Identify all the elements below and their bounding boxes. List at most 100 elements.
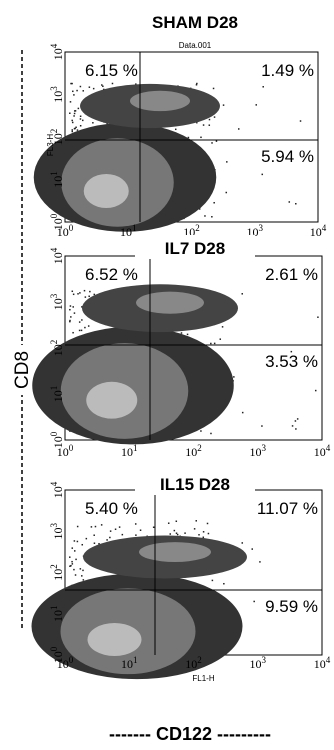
tick-base: 10 [51,252,65,264]
tick-exponent: 2 [197,655,202,665]
event-dot [69,101,72,103]
y-tick-label: 102 [49,129,65,146]
tick-exponent: 0 [69,223,74,233]
tick-exponent: 1 [133,443,138,453]
quadrant-value: 6.52 % [85,265,138,284]
event-dot [73,568,75,571]
event-dot [134,523,137,525]
x-tick-label: 104 [314,655,331,671]
tick-exponent: 4 [326,655,331,665]
density-inner [87,623,142,656]
event-dot [79,292,81,294]
event-dot [83,289,86,292]
quadrant-value: 1.49 % [261,61,314,80]
event-dot [211,142,213,144]
title-bg [135,471,255,495]
event-dot [225,191,228,194]
panel-title: IL7 D28 [165,239,225,258]
event-dot [89,290,91,293]
event-dot [79,568,82,570]
event-dot [81,319,83,321]
event-dot [211,216,213,218]
tick-base: 10 [51,486,65,498]
y-tick-label: 103 [49,523,65,540]
panel-title: SHAM D28 [152,13,238,32]
tick-base: 10 [310,225,322,239]
tick-exponent: 0 [49,213,59,218]
event-dot [211,579,214,582]
y-tick-label: 101 [49,386,65,403]
event-dot [255,104,258,106]
event-dot [114,528,117,531]
tick-base: 10 [57,445,69,459]
event-dot [169,533,172,535]
event-dot [70,564,72,567]
event-dot [295,202,297,205]
event-dot [173,529,176,532]
event-dot [76,89,78,92]
tick-exponent: 3 [49,523,59,528]
event-dot [81,306,83,308]
event-dot [101,84,103,86]
x-tick-label: 102 [185,443,202,459]
event-dot [175,532,178,534]
event-dot [69,565,71,567]
event-dot [79,124,82,127]
y-tick-label: 101 [49,171,65,188]
event-dot [100,524,103,526]
event-dot [69,320,71,323]
event-dot [93,293,96,296]
event-dot [198,534,200,536]
event-dot [175,520,178,523]
tick-exponent: 0 [49,431,59,436]
event-dot [233,376,235,378]
event-dot [200,136,202,139]
event-dot [72,331,74,334]
event-dot [314,389,317,392]
event-dot [196,82,198,85]
event-dot [71,129,74,131]
tick-base: 10 [51,569,65,581]
event-dot [259,561,261,563]
tick-base: 10 [51,344,65,356]
tick-exponent: 2 [49,564,59,569]
event-dot [79,118,82,120]
x-tick-label: 103 [250,655,267,671]
tick-exponent: 1 [49,606,59,611]
tick-exponent: 4 [49,43,59,48]
event-dot [88,86,91,88]
quadrant-value: 11.07 % [257,499,318,518]
tick-base: 10 [51,91,65,103]
event-dot [237,128,240,130]
event-dot [176,533,179,536]
event-dot [200,430,202,432]
event-dot [206,522,209,525]
event-dot [79,115,82,118]
tick-base: 10 [51,298,65,310]
event-dot [78,329,81,332]
event-dot [213,201,215,204]
tick-base: 10 [250,445,262,459]
event-dot [241,542,244,544]
tick-exponent: 4 [49,247,59,252]
x-tick-label: 101 [120,223,137,239]
event-dot [202,536,205,539]
event-dot [82,90,84,92]
y-tick-label: 102 [49,340,65,357]
event-dot [84,326,86,329]
tick-exponent: 2 [195,223,200,233]
tick-exponent: 4 [49,481,59,486]
cd8-bg [8,345,36,395]
x-tick-label: 103 [250,443,267,459]
panels: SHAM D28 Data.001 FL3-H 6.15 % 1.49 % 5.94 % 1… [31,9,331,683]
event-dot [195,84,198,86]
event-dot [74,110,77,112]
tick-base: 10 [51,218,65,230]
x-tick-label: 100 [57,655,74,671]
event-dot [102,85,104,88]
event-dot [219,338,222,340]
y-axis-title: CD8 [12,351,33,389]
event-dot [195,520,198,522]
tick-exponent: 3 [49,293,59,298]
